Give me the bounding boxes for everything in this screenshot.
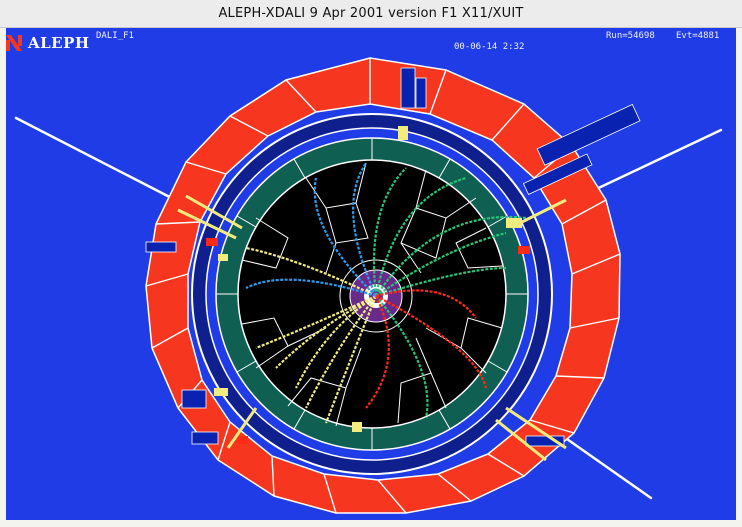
jet-cones (177, 194, 567, 462)
display-header: ALEPH DALI_F1 00-06-14 2:32 Run=54698 Ev… (6, 28, 736, 54)
detector-view[interactable] (6, 28, 736, 520)
program-label: DALI_F1 (96, 31, 134, 41)
energy-deposits (145, 67, 641, 447)
logo: ALEPH (6, 34, 90, 52)
event-number: Evt=4881 (676, 31, 720, 41)
event-display[interactable]: ALEPH DALI_F1 00-06-14 2:32 Run=54698 Ev… (6, 28, 736, 520)
logo-text: ALEPH (28, 34, 90, 52)
run-number: Run=54698 (606, 31, 655, 41)
particle-tracks (245, 162, 527, 424)
event-datetime: 00-06-14 2:32 (454, 42, 525, 52)
aleph-logo-icon (6, 35, 22, 51)
window-title: ALEPH-XDALI 9 Apr 2001 version F1 X11/XU… (0, 0, 742, 28)
